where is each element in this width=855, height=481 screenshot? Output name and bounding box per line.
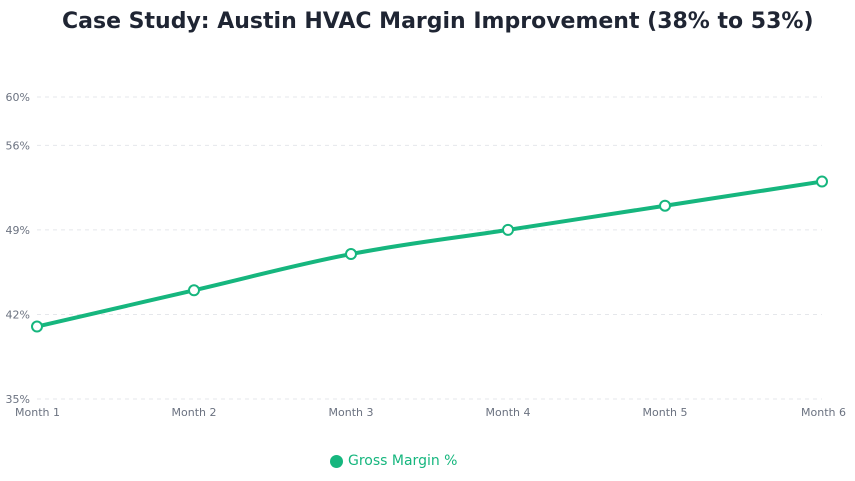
legend-label: Gross Margin % (348, 453, 458, 469)
y-tick-label: 42% (6, 308, 30, 321)
y-tick-label: 35% (6, 393, 30, 406)
data-point (31, 320, 43, 333)
x-tick-label: Month 5 (643, 406, 688, 419)
data-point (345, 248, 357, 261)
legend-swatch-icon (330, 454, 343, 468)
data-point (502, 223, 514, 236)
data-points (31, 175, 828, 333)
y-tick-label: 49% (6, 224, 30, 237)
legend: Gross Margin % (330, 453, 457, 469)
data-point (659, 199, 671, 212)
chart-title: Case Study: Austin HVAC Margin Improveme… (62, 9, 814, 34)
data-point (188, 284, 200, 297)
y-tick-label: 60% (6, 91, 30, 104)
x-tick-label: Month 1 (15, 406, 60, 419)
x-tick-label: Month 3 (329, 406, 374, 419)
gridlines (37, 96, 822, 400)
x-tick-label: Month 6 (801, 406, 846, 419)
x-axis-ticks: Month 1 Month 2 Month 3 Month 4 Month 5 Month… (15, 406, 846, 419)
series-line (35, 179, 824, 329)
data-point (816, 175, 828, 188)
y-axis-ticks: 35% 42% 49% 56% 60% (6, 91, 30, 406)
x-tick-label: Month 2 (172, 406, 217, 419)
x-tick-label: Month 4 (486, 406, 531, 419)
y-tick-label: 56% (6, 139, 30, 152)
